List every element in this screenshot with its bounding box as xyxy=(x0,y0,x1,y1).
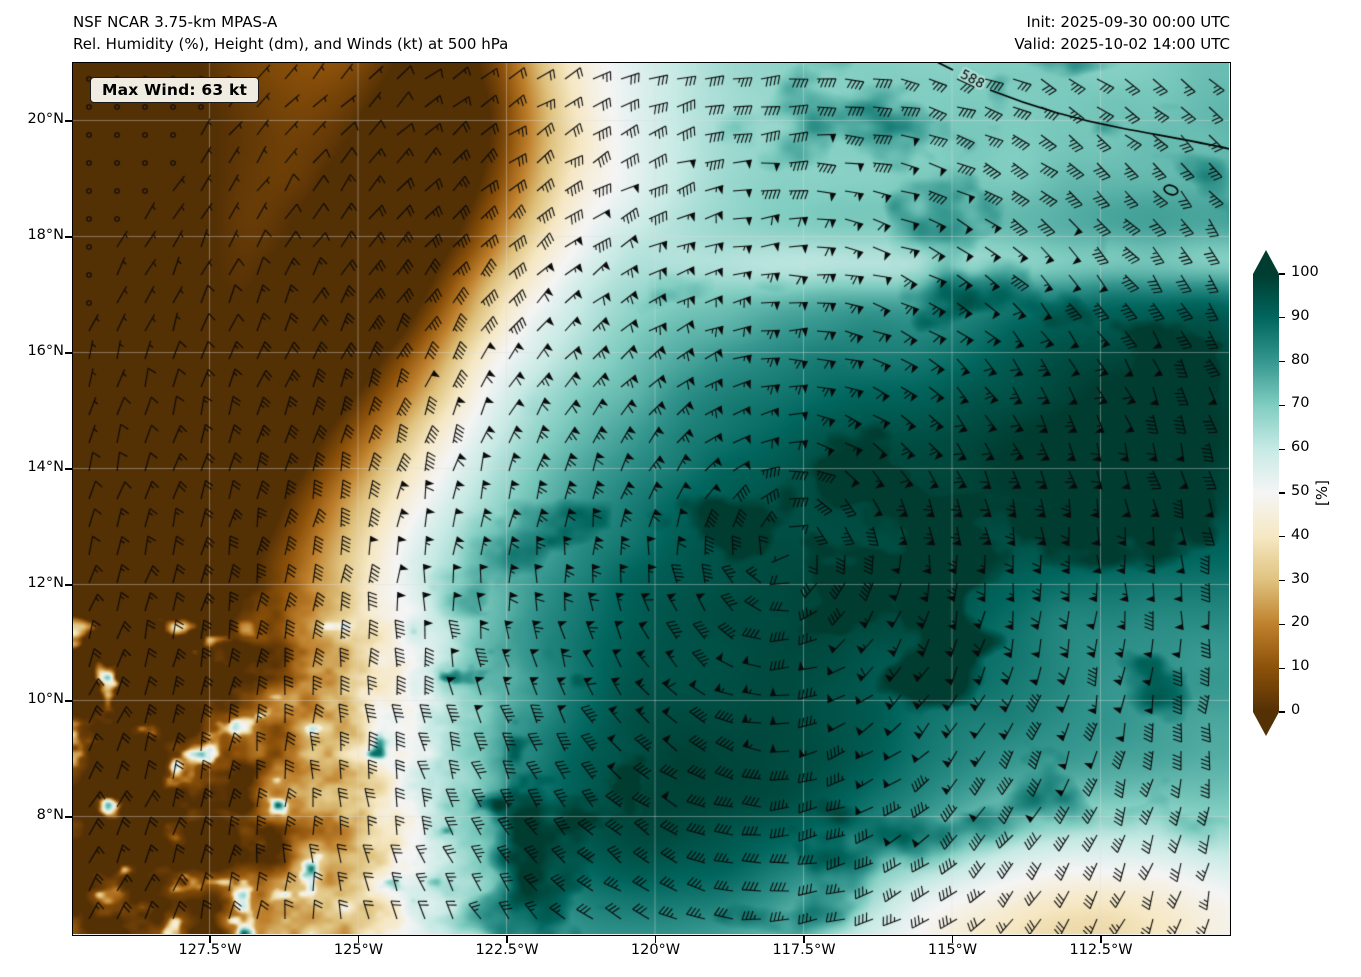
colorbar-tick-mark xyxy=(1279,580,1285,582)
x-tick-label: 112.5°W xyxy=(1069,942,1133,958)
y-tick-mark xyxy=(65,236,72,238)
colorbar-tick-mark xyxy=(1279,536,1285,538)
rh-wind-map-canvas xyxy=(73,63,1229,934)
y-tick-label: 10°N xyxy=(27,691,64,707)
x-tick-label: 125°W xyxy=(333,942,384,958)
colorbar-tick-label: 40 xyxy=(1291,526,1310,543)
y-tick-label: 20°N xyxy=(27,111,64,127)
colorbar-tick-label: 90 xyxy=(1291,307,1310,324)
colorbar-gradient xyxy=(1253,274,1279,712)
colorbar-tick-label: 60 xyxy=(1291,439,1310,456)
colorbar-tick-label: 70 xyxy=(1291,395,1310,412)
colorbar-label: [%] xyxy=(1312,480,1331,506)
y-tick-mark xyxy=(65,700,72,702)
x-tick-mark xyxy=(209,936,211,943)
colorbar-tick-mark xyxy=(1279,273,1285,275)
x-tick-label: 122.5°W xyxy=(475,942,539,958)
colorbar-tick-mark xyxy=(1279,317,1285,319)
x-tick-label: 120°W xyxy=(630,942,681,958)
x-tick-mark xyxy=(951,936,954,943)
colorbar-tick-mark xyxy=(1279,667,1285,669)
colorbar-tick-mark xyxy=(1279,623,1285,626)
y-tick-mark xyxy=(65,352,72,354)
colorbar-extend-min xyxy=(1253,712,1279,736)
x-tick-label: 127.5°W xyxy=(178,942,242,958)
y-tick-label: 16°N xyxy=(27,343,64,359)
header-right: Init: 2025-09-30 00:00 UTC Valid: 2025-1… xyxy=(0,11,1230,55)
product-title: Rel. Humidity (%), Height (dm), and Wind… xyxy=(73,35,509,53)
header-left: NSF NCAR 3.75-km MPAS-A Rel. Humidity (%… xyxy=(73,11,508,55)
colorbar-tick-label: 100 xyxy=(1291,264,1319,280)
x-tick-label: 115°W xyxy=(927,942,978,958)
colorbar-tick-mark xyxy=(1279,404,1285,407)
y-tick-label: 14°N xyxy=(27,459,64,475)
x-tick-mark xyxy=(654,936,657,943)
y-tick-label: 18°N xyxy=(27,227,64,243)
y-tick-mark xyxy=(65,816,72,818)
y-tick-mark xyxy=(65,468,72,470)
x-tick-mark xyxy=(1100,936,1102,943)
colorbar-tick-label: 0 xyxy=(1291,702,1301,718)
colorbar-tick-label: 50 xyxy=(1291,483,1310,499)
x-tick-label: 117.5°W xyxy=(772,942,836,958)
y-tick-label: 12°N xyxy=(27,575,64,591)
max-wind-badge: Max Wind: 63 kt xyxy=(90,77,260,103)
y-tick-mark xyxy=(65,120,72,122)
colorbar-extend-max xyxy=(1253,250,1279,274)
colorbar-tick-mark xyxy=(1279,361,1285,363)
valid-time: Valid: 2025-10-02 14:00 UTC xyxy=(1014,35,1230,53)
y-tick-mark xyxy=(65,584,72,586)
colorbar-tick-mark xyxy=(1279,492,1285,494)
colorbar-tick-mark xyxy=(1279,448,1285,450)
x-tick-mark xyxy=(803,936,805,943)
colorbar-tick-mark xyxy=(1279,711,1285,713)
map-plot: Max Wind: 63 kt xyxy=(72,62,1231,936)
init-time: Init: 2025-09-30 00:00 UTC xyxy=(1026,13,1230,31)
model-title: NSF NCAR 3.75-km MPAS-A xyxy=(73,13,278,31)
colorbar-tick-label: 30 xyxy=(1291,570,1310,587)
colorbar-tick-label: 10 xyxy=(1291,658,1310,675)
y-tick-label: 8°N xyxy=(36,807,64,823)
x-tick-mark xyxy=(357,936,360,943)
colorbar: [%] 100 90 80 70 60 50 40 30 20 10 0 xyxy=(1253,250,1361,736)
colorbar-tick-label: 20 xyxy=(1291,614,1310,631)
x-tick-mark xyxy=(506,936,508,943)
colorbar-tick-label: 80 xyxy=(1291,351,1310,368)
